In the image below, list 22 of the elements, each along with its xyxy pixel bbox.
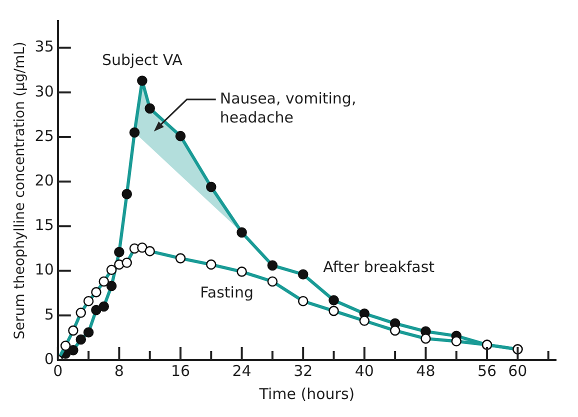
y-tick-label: 15 — [34, 216, 54, 234]
y-tick-label: 10 — [34, 260, 54, 279]
x-tick-label: 40 — [354, 362, 374, 380]
x-tick-label: 56 — [477, 362, 497, 380]
annotation: Nausea, vomiting, headache — [220, 89, 356, 126]
y-tick-label: 30 — [34, 82, 54, 100]
y-axis-title: Serum theophylline concentration (µg/mL) — [12, 42, 28, 340]
y-tick-label: 35 — [34, 38, 54, 56]
x-tick-label: 32 — [294, 362, 313, 380]
x-tick-label: 24 — [232, 362, 252, 380]
series-label: After breakfast — [323, 258, 435, 276]
y-tick-label: 0 — [44, 350, 54, 368]
x-axis-title: Time (hours) — [258, 384, 355, 403]
x-tick-label: 8 — [114, 362, 124, 380]
series-label: Fasting — [200, 284, 254, 302]
x-tick-label: 16 — [170, 362, 190, 380]
x-tick-label: 60 — [508, 362, 528, 380]
x-tick-label: 48 — [416, 362, 436, 380]
y-tick-label: 5 — [44, 305, 54, 324]
y-tick-label: 25 — [34, 126, 54, 145]
y-tick-label: 20 — [34, 171, 54, 190]
annotation: Subject VA — [102, 51, 184, 70]
